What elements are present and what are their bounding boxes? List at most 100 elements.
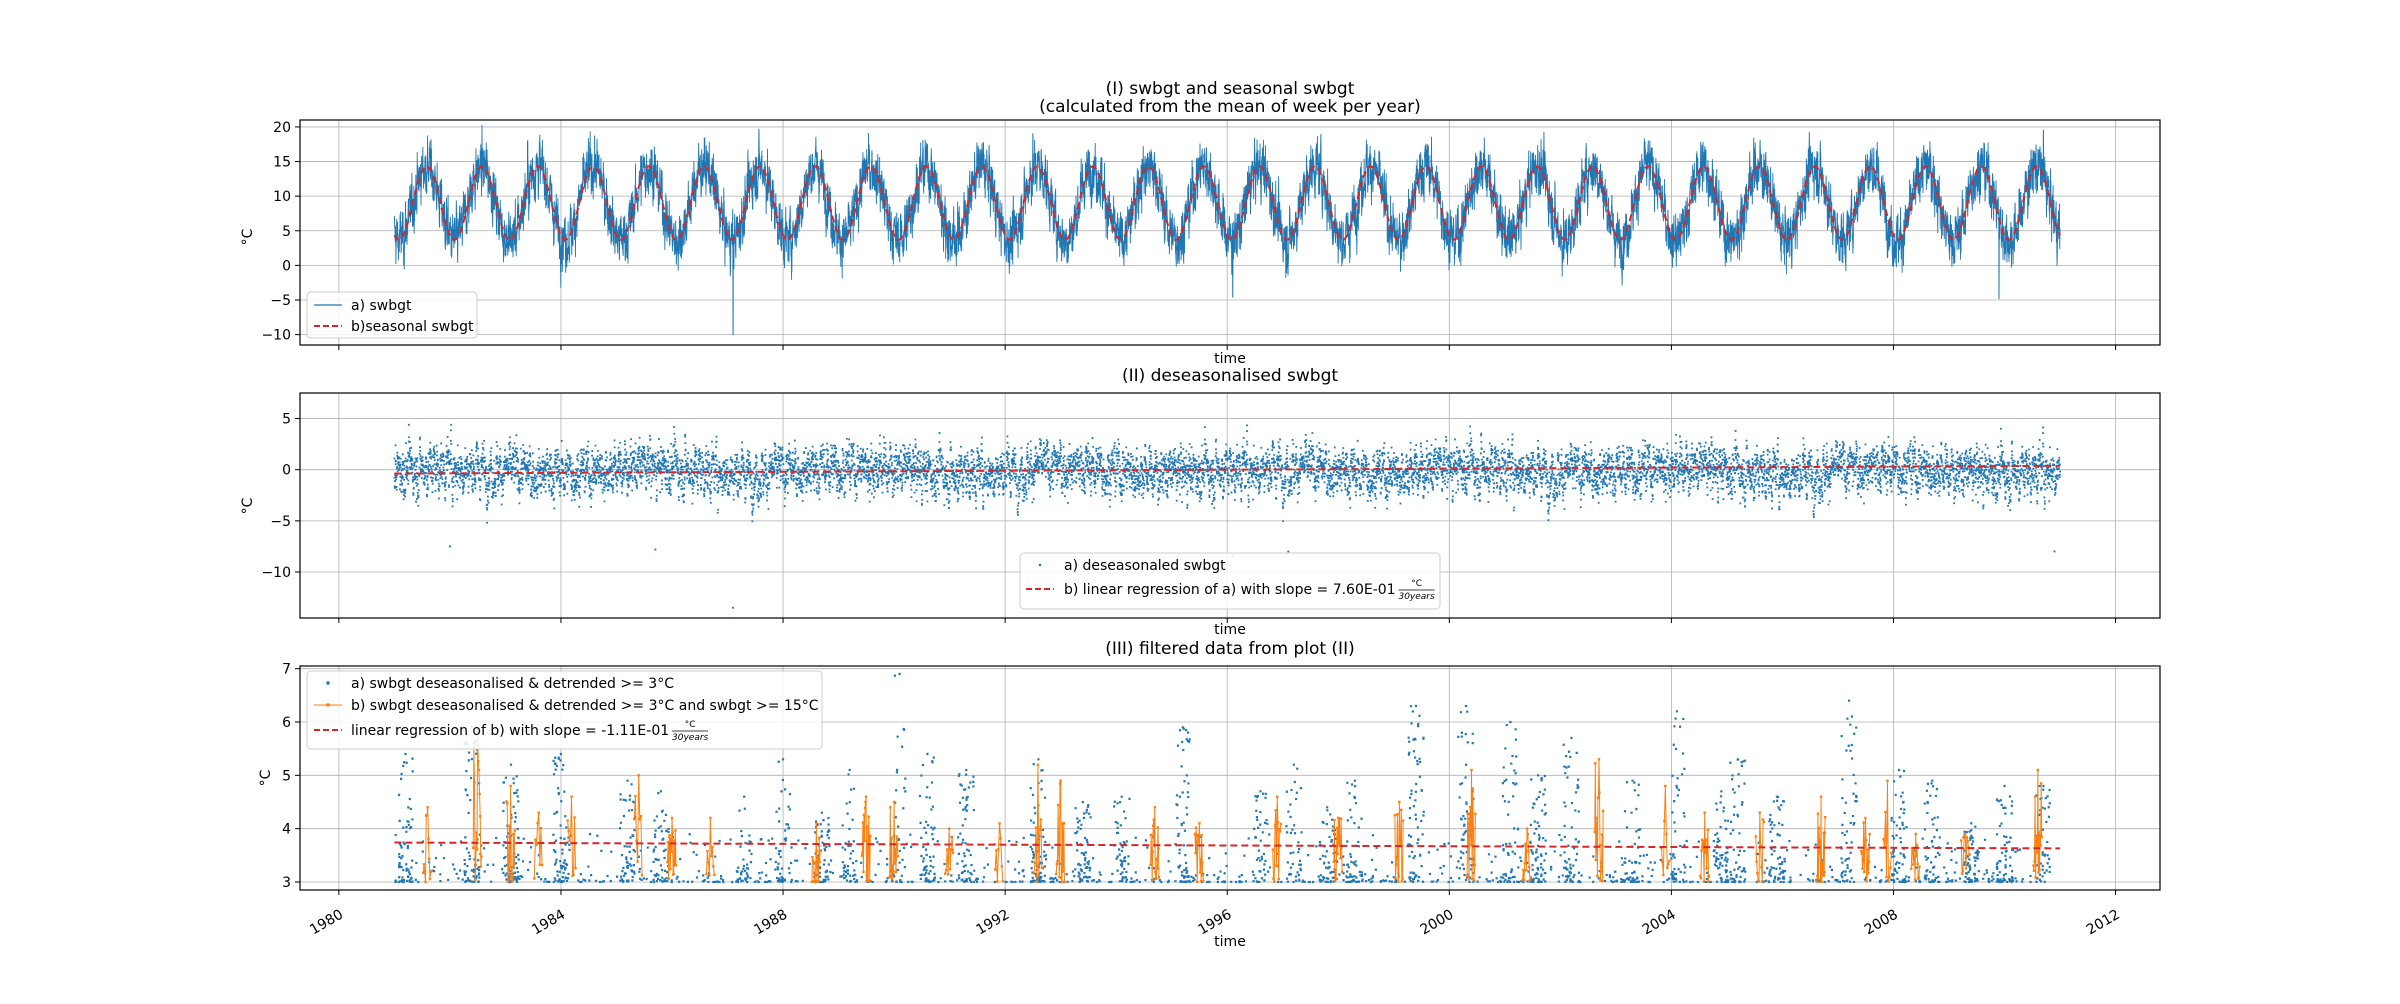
x-tick-label: 2008 (1862, 907, 1901, 939)
panel-2-x-label: time (1214, 622, 1246, 638)
filtered-b-cluster-points (705, 816, 716, 877)
y-tick-label: 10 (273, 189, 291, 205)
legend-slope-unit-2: °C 30years (1398, 579, 1435, 602)
filtered-b-cluster-points (666, 816, 678, 880)
legend-swatch-filtered-a (326, 681, 330, 685)
panel-2-x-ticks (338, 618, 2117, 623)
filtered-b-cluster-points (1055, 779, 1066, 884)
filtered-b-cluster-points (993, 822, 1005, 883)
panel-3-grid (300, 666, 2160, 890)
filtered-b-cluster-line (2032, 769, 2043, 878)
panel-3-frame (299, 665, 2161, 891)
filtered-b-cluster-line (889, 801, 899, 880)
filtered-b-cluster-line (1522, 828, 1532, 881)
regression-line-3 (394, 841, 2061, 850)
panel-3: (III) filtered data from plot (II) 3 4 5 6 7… (258, 639, 2161, 950)
y-tick-label: 20 (273, 120, 291, 136)
filtered-b-cluster-points (1271, 795, 1283, 884)
panel-3-y-label: °C (258, 769, 274, 786)
panel-3-x-ticks: 1980 1984 1988 1992 1996 2000 2004 2008 2012 (307, 890, 2123, 938)
filtered-b-cluster-line (1394, 801, 1404, 882)
deseasonalised-points (393, 423, 2061, 609)
y-tick-label: −5 (270, 514, 291, 530)
filtered-b-cluster-points (1815, 795, 1827, 884)
panel-3-y-ticks: 3 4 5 6 7 (282, 662, 300, 891)
filtered-b-cluster-line (944, 828, 954, 875)
filtered-b-cluster-points (1699, 811, 1710, 883)
filtered-b-cluster-points (1521, 827, 1532, 882)
filtered-b-cluster-line (667, 817, 677, 879)
slope-unit-numerator-3: °C (685, 720, 696, 730)
panel-1-x-label: time (1214, 351, 1246, 367)
y-tick-label: −10 (261, 565, 291, 581)
filtered-b-cluster-points (943, 827, 955, 876)
filtered-b-cluster-points (633, 774, 644, 877)
x-tick-label: 2004 (1640, 907, 1679, 939)
panel-2: (II) deseasonalised swbgt −10 −5 0 5 time °… (240, 366, 2161, 638)
filtered-b-cluster-points (2032, 768, 2043, 879)
slope-unit-denominator-2: 30years (1398, 592, 1435, 602)
legend-slope-unit-3: °C 30years (672, 720, 709, 743)
panel-1-y-ticks: −10 −5 0 5 10 15 20 (261, 120, 300, 344)
panel-3-legend: a) swbgt deseasonalised & detrended >= 3… (306, 670, 823, 750)
filtered-b-cluster-points (1754, 811, 1766, 883)
y-tick-label: 4 (282, 822, 291, 838)
panel-2-y-label: °C (240, 497, 256, 514)
filtered-b-cluster-line (1055, 780, 1065, 883)
legend-label-filtered-b: b) swbgt deseasonalised & detrended >= 3… (351, 698, 819, 714)
panel-3-plot-area (394, 672, 2061, 884)
filtered-points-a (394, 672, 2051, 884)
panel-1-subtitle: (calculated from the mean of week per ye… (1039, 97, 1421, 117)
filtered-b-cluster-points (422, 806, 433, 884)
x-tick-label: 2000 (1418, 907, 1457, 939)
panel-2-y-ticks: −10 −5 0 5 (261, 412, 300, 581)
y-tick-label: 0 (282, 258, 291, 274)
panel-3-title: (III) filtered data from plot (II) (1105, 639, 1354, 659)
x-tick-label: 1992 (973, 907, 1012, 939)
panel-1-plot-area (393, 124, 2061, 336)
x-tick-label: 1984 (529, 907, 568, 939)
y-tick-label: 5 (282, 224, 291, 240)
legend-label-swbgt: a) swbgt (351, 298, 412, 314)
legend-label-seasonal: b)seasonal swbgt (351, 319, 474, 335)
filtered-b-cluster-points (566, 795, 577, 878)
filtered-b-cluster-line (1194, 823, 1204, 882)
legend-label-regression-3: linear regression of b) with slope = -1.… (351, 723, 669, 739)
panel-3-x-label: time (1214, 934, 1246, 950)
filtered-b-cluster-points (1332, 816, 1344, 883)
legend-label-deseasonaled: a) deseasonaled swbgt (1064, 558, 1226, 574)
filtered-b-cluster-points (1193, 822, 1205, 884)
panel-3-legend-box (306, 670, 823, 750)
filtered-b-cluster-line (472, 732, 482, 881)
filtered-b-cluster-line (994, 823, 1004, 882)
y-tick-label: 6 (282, 715, 291, 731)
panel-2-plot-area (393, 423, 2061, 609)
panel-1-title: (I) swbgt and seasonal swbgt (1106, 79, 1355, 99)
panel-2-frame (299, 392, 2161, 619)
filtered-b-cluster-points (1860, 816, 1871, 883)
panel-2-title: (II) deseasonalised swbgt (1122, 366, 1338, 386)
filtered-b-cluster-points (505, 784, 516, 884)
filtered-b-cluster-points (810, 822, 822, 884)
y-tick-label: 5 (282, 768, 291, 784)
x-tick-label: 1988 (751, 907, 790, 939)
panel-2-legend: a) deseasonaled swbgt b) linear regressi… (1019, 552, 1441, 610)
filtered-series-b (422, 731, 2043, 884)
y-tick-label: 15 (273, 155, 291, 171)
panel-1-y-label: °C (240, 228, 256, 245)
legend-marker-filtered-b (326, 703, 330, 707)
filtered-b-cluster-points (888, 800, 900, 881)
y-tick-label: −10 (261, 328, 291, 344)
legend-label-regression-2: b) linear regression of a) with slope = … (1064, 582, 1396, 598)
filtered-b-cluster-line (1033, 764, 1043, 882)
panel-1: (I) swbgt and seasonal swbgt (calculated… (240, 79, 2161, 367)
x-tick-label: 2012 (2084, 907, 2123, 939)
filtered-b-cluster-points (1465, 768, 1477, 882)
seasonal-swbgt-line (393, 165, 2061, 241)
filtered-b-cluster-line (1333, 817, 1343, 882)
legend-label-filtered-a: a) swbgt deseasonalised & detrended >= 3… (351, 676, 674, 692)
y-tick-label: 7 (282, 662, 291, 678)
filtered-b-cluster-points (1593, 758, 1605, 883)
